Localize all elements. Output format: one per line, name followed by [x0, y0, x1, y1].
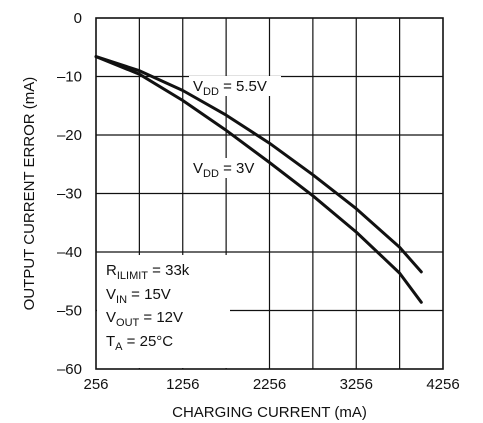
y-tick-label: –30 — [57, 186, 82, 203]
x-tick-label: 256 — [83, 376, 108, 393]
y-axis-label: OUTPUT CURRENT ERROR (mA) — [21, 77, 38, 311]
series-label-vdd-5-5v: VDD = 5.5V — [193, 78, 267, 98]
y-tick-label: –50 — [57, 303, 82, 320]
x-tick-label: 1256 — [166, 376, 199, 393]
series-label-bg — [189, 76, 281, 96]
x-axis-label: CHARGING CURRENT (mA) — [172, 404, 367, 421]
y-tick-label: –60 — [57, 361, 82, 378]
conditions-bg — [97, 255, 230, 368]
plot-frame — [95, 17, 444, 370]
condition-ta: TA = 25°C — [106, 333, 173, 353]
tick-labels: 256 1256 2256 3256 4256 0 –10 –20 –30 –40 –50 –60 — [57, 10, 460, 393]
condition-vout: VOUT = 12V — [106, 309, 183, 329]
series-label-vdd-3v: VDD = 3V — [193, 160, 254, 180]
x-tick-label: 3256 — [340, 376, 373, 393]
annotation-backgrounds — [97, 76, 281, 368]
series-line-1 — [94, 55, 423, 304]
x-tick-label: 4256 — [426, 376, 459, 393]
series-layer — [94, 55, 423, 304]
y-tick-label: –10 — [57, 69, 82, 86]
y-tick-label: 0 — [74, 10, 82, 27]
x-tick-label: 2256 — [253, 376, 286, 393]
series-line-0 — [94, 55, 423, 274]
y-tick-label: –40 — [57, 244, 82, 261]
y-tick-label: –20 — [57, 127, 82, 144]
condition-vin: VIN = 15V — [106, 286, 171, 306]
series-label-bg — [189, 158, 261, 178]
condition-rilimit: RILIMIT = 33k — [106, 262, 190, 282]
